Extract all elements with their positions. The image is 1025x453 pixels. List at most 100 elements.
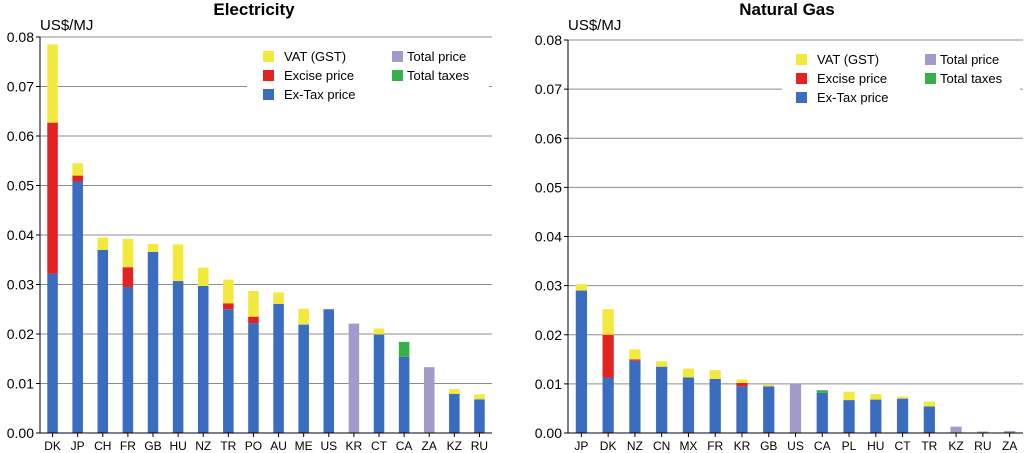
chart-title: Natural Gas <box>739 0 834 19</box>
bar-kz-total-price <box>950 426 962 433</box>
x-tick-label: HU <box>867 439 884 453</box>
bar-us-total-price <box>789 383 802 433</box>
x-tick-label: ME <box>295 439 313 453</box>
legend: VAT (GST) Excise price Ex-Tax price Total p… <box>782 50 1020 113</box>
legend-label-ex-tax-price: Ex-Tax price <box>817 90 889 105</box>
y-tick-label: 0.01 <box>7 376 34 392</box>
bar-nz-excise-price <box>629 359 641 361</box>
y-tick-label: 0.00 <box>7 425 34 441</box>
y-tick-label: 0.02 <box>535 327 562 343</box>
bar-kr-vat-gst <box>736 379 748 383</box>
x-tick-label: KR <box>346 439 363 453</box>
bar-jp-vat-gst <box>575 284 588 291</box>
bar-fr-excise-price <box>122 267 134 287</box>
legend-swatch-ex-tax-price <box>796 92 807 103</box>
legend-swatch-excise-price <box>263 70 274 81</box>
bar-kz-ex-tax-price <box>449 393 460 433</box>
legend-background <box>782 50 1020 113</box>
bar-nz-ex-tax-price <box>197 285 209 433</box>
y-axis-label: US$/MJ <box>40 17 93 34</box>
y-tick-label: 0.04 <box>535 229 562 245</box>
legend-background <box>247 47 489 110</box>
legend-label-vat-gst: VAT (GST) <box>284 49 346 64</box>
legend-swatch-total-taxes <box>392 70 403 81</box>
bar-nz-vat-gst <box>197 267 209 286</box>
bar-au-vat-gst <box>273 292 284 304</box>
bar-hu-vat-gst <box>870 394 882 400</box>
legend-swatch-total-taxes <box>925 73 936 84</box>
bar-kr-excise-price <box>736 382 748 387</box>
bar-jp-vat-gst <box>72 163 83 176</box>
bar-nz-vat-gst <box>629 349 641 360</box>
legend-swatch-ex-tax-price <box>263 89 274 100</box>
bar-dk-excise-price <box>47 122 58 274</box>
bar-dk-vat-gst <box>47 44 58 123</box>
bar-ru-total-price <box>977 431 989 433</box>
legend-label-total-taxes: Total taxes <box>940 71 1003 86</box>
legend: VAT (GST) Excise price Ex-Tax price Total p… <box>247 47 489 110</box>
bar-kz-vat-gst <box>449 388 460 394</box>
bar-fr-vat-gst <box>709 370 721 379</box>
y-tick-label: 0.06 <box>7 128 34 144</box>
chart-natural-gas: Natural Gas US$/MJ 0.00 0.01 0.02 0.03 0.04 0.0… <box>535 0 1023 453</box>
x-tick-label: NZ <box>627 439 643 453</box>
bar-ca-ex-tax-price <box>398 356 410 433</box>
x-tick-label: JP <box>71 439 85 453</box>
x-tick-label: CT <box>895 439 912 453</box>
y-tick-label: 0.02 <box>7 326 34 342</box>
bar-ct-vat-gst <box>373 328 385 335</box>
x-tick-label: RU <box>471 439 488 453</box>
bar-ru-ex-tax-price <box>474 399 485 433</box>
bar-pl-vat-gst <box>843 391 855 401</box>
x-tick-label: MX <box>679 439 697 453</box>
x-tick-label: PL <box>842 439 857 453</box>
bar-ch-vat-gst <box>97 237 109 250</box>
x-tick-label: CA <box>814 439 831 453</box>
y-tick-label: 0.03 <box>535 278 562 294</box>
bar-gb-ex-tax-price <box>147 251 159 433</box>
bar-nz-ex-tax-price <box>629 360 641 433</box>
x-tick-label: CT <box>371 439 388 453</box>
bar-hu-ex-tax-price <box>870 399 882 433</box>
x-tick-label: US <box>787 439 804 453</box>
bar-za-total-price <box>1003 431 1016 433</box>
y-axis-label: US$/MJ <box>568 17 621 34</box>
bar-kr-ex-tax-price <box>736 386 748 433</box>
bar-mx-ex-tax-price <box>682 377 695 433</box>
bar-tr-ex-tax-price <box>923 406 935 433</box>
legend-label-total-price: Total price <box>940 52 999 67</box>
x-tick-label: CA <box>396 439 413 453</box>
x-tick-label: CN <box>653 439 670 453</box>
legend-label-excise-price: Excise price <box>817 71 887 86</box>
bar-po-ex-tax-price <box>248 323 259 433</box>
bar-gb-ex-tax-price <box>763 386 775 433</box>
y-tick-label: 0.00 <box>535 425 562 441</box>
legend-swatch-vat-gst <box>263 51 274 62</box>
legend-swatch-total-price <box>925 54 936 65</box>
bar-au-ex-tax-price <box>273 303 284 433</box>
x-tick-label: DK <box>44 439 61 453</box>
x-tick-label: PO <box>245 439 262 453</box>
legend-swatch-excise-price <box>796 73 807 84</box>
legend-swatch-total-price <box>392 51 403 62</box>
bar-tr-vat-gst <box>223 279 234 304</box>
legend-label-total-price: Total price <box>407 49 466 64</box>
x-tick-label: CH <box>94 439 111 453</box>
x-tick-label: FR <box>707 439 723 453</box>
bar-hu-vat-gst <box>172 244 184 282</box>
bar-tr-ex-tax-price <box>223 309 234 433</box>
y-tick-label: 0.05 <box>535 179 562 195</box>
bar-kr-total-price <box>348 323 360 433</box>
x-tick-label: RU <box>974 439 991 453</box>
bar-po-excise-price <box>248 316 259 324</box>
bar-dk-vat-gst <box>602 309 614 335</box>
bar-dk-ex-tax-price <box>602 377 614 433</box>
bar-ca-total-taxes <box>816 390 828 393</box>
bar-ct-ex-tax-price <box>896 398 909 433</box>
bar-ct-vat-gst <box>896 396 909 399</box>
y-tick-label: 0.04 <box>7 227 34 243</box>
legend-label-excise-price: Excise price <box>284 68 354 83</box>
x-tick-label: KZ <box>948 439 963 453</box>
bar-ru-vat-gst <box>474 394 485 400</box>
x-tick-label: KZ <box>447 439 462 453</box>
